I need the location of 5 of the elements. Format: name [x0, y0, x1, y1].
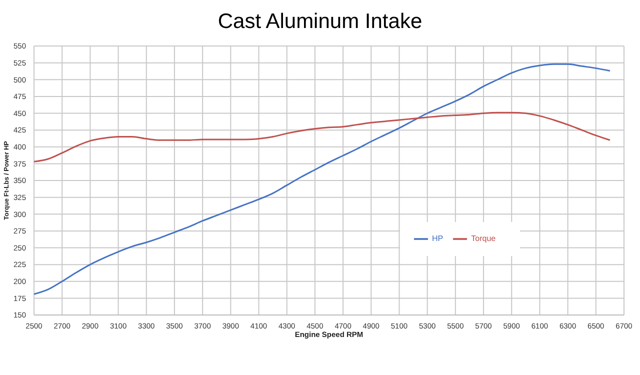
chart-title: Cast Aluminum Intake [216, 10, 424, 34]
line-series [34, 63, 611, 295]
line-series [34, 112, 611, 162]
legend-label: HP [432, 234, 444, 244]
legend-label: Torque [471, 234, 496, 244]
